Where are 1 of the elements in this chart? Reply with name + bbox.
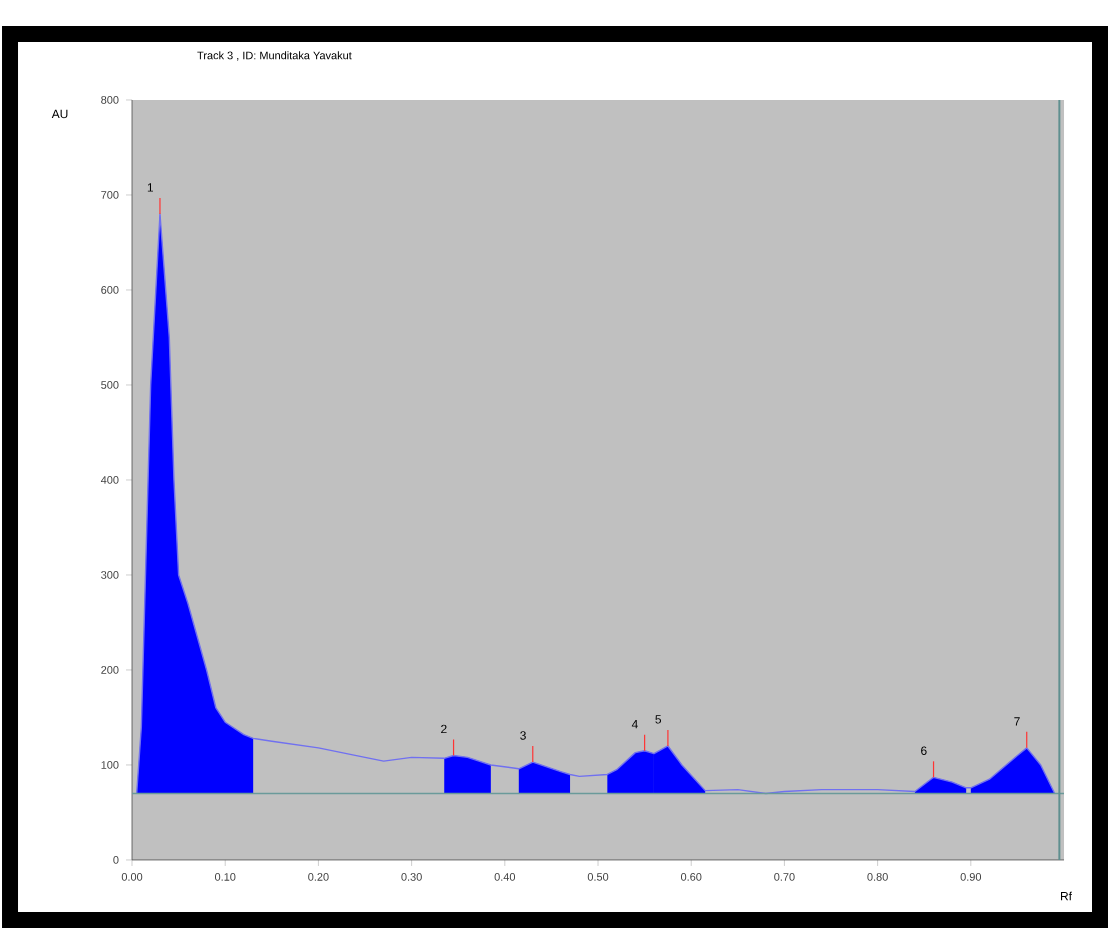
line-series	[135, 213, 1056, 795]
